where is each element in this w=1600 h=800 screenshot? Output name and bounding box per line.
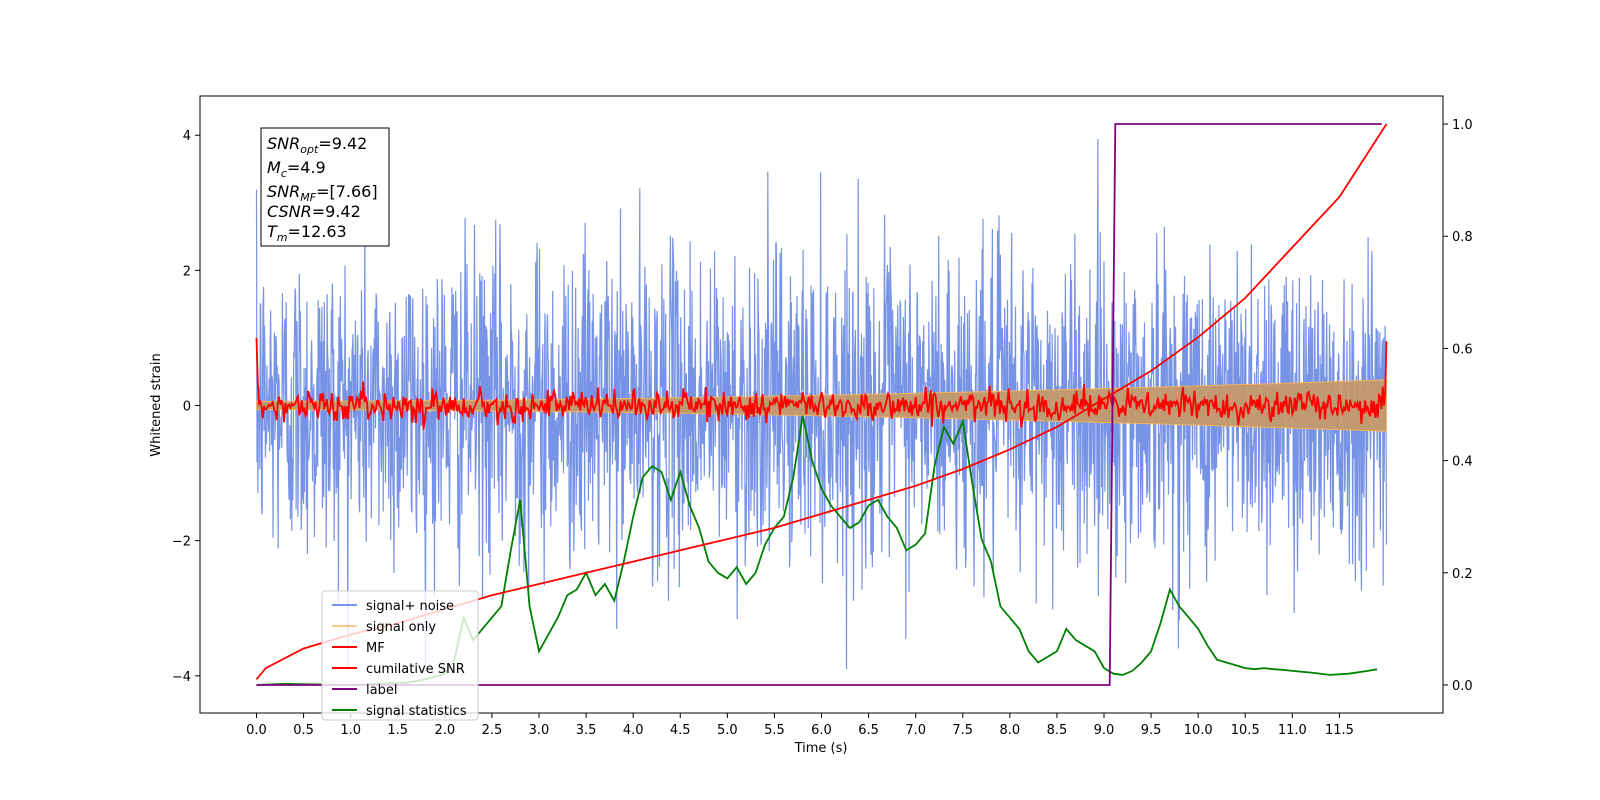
- signal-statistics-line: [256, 415, 1378, 686]
- x-tick-label: 4.0: [623, 723, 644, 738]
- signal-noise-layer: [255, 138, 1388, 670]
- x-axis: 0.0 0.5 1.0 1.5 2.0 2.5 3.0 3.5 4.0 4.5 5.0 5.5 6.0 6…: [246, 713, 1354, 738]
- legend-label: signal+ noise: [366, 599, 454, 614]
- x-tick-label: 7.0: [905, 723, 926, 738]
- x-tick-label: 3.0: [529, 723, 550, 738]
- x-tick-label: 7.5: [952, 723, 973, 738]
- x-tick-label: 8.0: [999, 723, 1020, 738]
- y-right-tick-label: 0.4: [1452, 455, 1473, 470]
- x-tick-label: 5.5: [764, 723, 785, 738]
- mf-line: [255, 337, 1388, 430]
- y-right-tick-label: 0.2: [1452, 567, 1473, 582]
- y-right-tick-label: 1.0: [1452, 118, 1473, 133]
- y-right-tick-label: 0.6: [1452, 342, 1473, 357]
- x-tick-label: 1.0: [340, 723, 361, 738]
- mf-layer: [255, 337, 1388, 430]
- y-left-tick-label: −2: [172, 535, 191, 550]
- x-tick-label: 10.5: [1231, 723, 1260, 738]
- annotation-csnr: CSNR=9.42: [267, 202, 361, 221]
- legend: signal+ noise signal only MF cumilative SNR…: [321, 590, 479, 721]
- annotation-frame: [260, 127, 390, 247]
- label-line: [256, 123, 1382, 686]
- legend-label: label: [366, 683, 397, 698]
- x-tick-label: 2.5: [482, 723, 503, 738]
- x-tick-label: 6.0: [811, 723, 832, 738]
- y-left-tick-label: 0: [183, 400, 191, 415]
- y-left-tick-label: −4: [172, 670, 191, 685]
- y-axis-label: Whitened strain: [149, 353, 164, 456]
- y-right-tick-label: 0.8: [1452, 230, 1473, 245]
- x-tick-label: 9.0: [1094, 723, 1115, 738]
- y-left-tick-label: 4: [183, 129, 191, 144]
- right-y-axis: 1.0 0.8 0.6 0.4 0.2 0.0: [1443, 118, 1473, 694]
- annotation-snr-opt: SNRopt=9.42: [267, 134, 367, 156]
- legend-label: signal only: [366, 620, 436, 635]
- x-tick-label: 0.0: [246, 723, 267, 738]
- y-right-tick-label: 0.0: [1452, 679, 1473, 694]
- x-tick-label: 3.5: [576, 723, 597, 738]
- x-tick-label: 10.0: [1184, 723, 1213, 738]
- legend-label: MF: [366, 641, 385, 656]
- plot-area: [255, 123, 1388, 686]
- x-tick-label: 5.0: [717, 723, 738, 738]
- legend-frame: [321, 590, 479, 721]
- y-left-tick-label: 2: [183, 264, 191, 279]
- legend-label: cumilative SNR: [366, 662, 465, 677]
- legend-label: signal statistics: [366, 704, 467, 719]
- annotation-snr-mf: SNRMF=[7.66]: [267, 182, 378, 204]
- x-tick-label: 6.5: [858, 723, 879, 738]
- signal-only-band: [256, 379, 1387, 432]
- left-y-axis: 4 2 0 −2 −4: [172, 129, 200, 685]
- x-tick-label: 1.5: [387, 723, 408, 738]
- signal-noise-line: [255, 138, 1388, 670]
- signal-only-layer: [256, 379, 1387, 432]
- stats-annotation-box: SNRopt=9.42 Mc=4.9 SNRMF=[7.66] CSNR=9.4…: [260, 127, 390, 247]
- x-tick-label: 11.0: [1278, 723, 1307, 738]
- annotation-tm: Tm=12.63: [267, 222, 347, 244]
- annotation-mc: Mc=4.9: [267, 158, 326, 180]
- x-tick-label: 8.5: [1047, 723, 1068, 738]
- x-tick-label: 4.5: [670, 723, 691, 738]
- x-tick-label: 2.0: [434, 723, 455, 738]
- x-axis-label: Time (s): [794, 741, 848, 756]
- x-tick-label: 11.5: [1325, 723, 1354, 738]
- x-tick-label: 0.5: [293, 723, 314, 738]
- x-tick-label: 9.5: [1141, 723, 1162, 738]
